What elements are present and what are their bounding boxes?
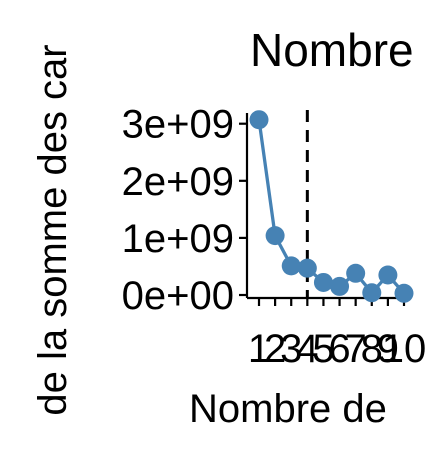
data-point	[249, 110, 269, 130]
data-point	[378, 265, 398, 285]
x-tick-label: 1	[248, 327, 270, 371]
y-tick-label: 3e+09	[122, 103, 234, 147]
data-point	[265, 226, 285, 246]
y-tick-label: 0e+00	[122, 274, 234, 318]
x-tick-label: 5	[312, 327, 334, 371]
data-point	[346, 263, 366, 283]
x-tick-label: 3	[280, 327, 302, 371]
x-tick-label: 7	[345, 327, 367, 371]
data-point	[330, 276, 350, 296]
data-point	[313, 272, 333, 292]
x-tick-label: 4	[296, 327, 318, 371]
data-point	[394, 283, 414, 303]
x-axis-title: Nombre de	[189, 387, 387, 431]
data-point	[297, 258, 317, 278]
x-tick-label: 8	[361, 327, 383, 371]
x-tick-label: 10	[382, 327, 427, 371]
chart-title: Nombre	[250, 24, 414, 76]
y-tick-label: 2e+09	[122, 160, 234, 204]
x-tick-label: 6	[328, 327, 350, 371]
x-tick-label: 9	[377, 327, 399, 371]
y-tick-label: 1e+09	[122, 217, 234, 261]
data-point	[281, 256, 301, 276]
y-axis-title: de la somme des car	[31, 44, 75, 415]
series-line	[257, 119, 406, 296]
x-tick-label: 2	[264, 327, 286, 371]
data-point	[362, 283, 382, 303]
